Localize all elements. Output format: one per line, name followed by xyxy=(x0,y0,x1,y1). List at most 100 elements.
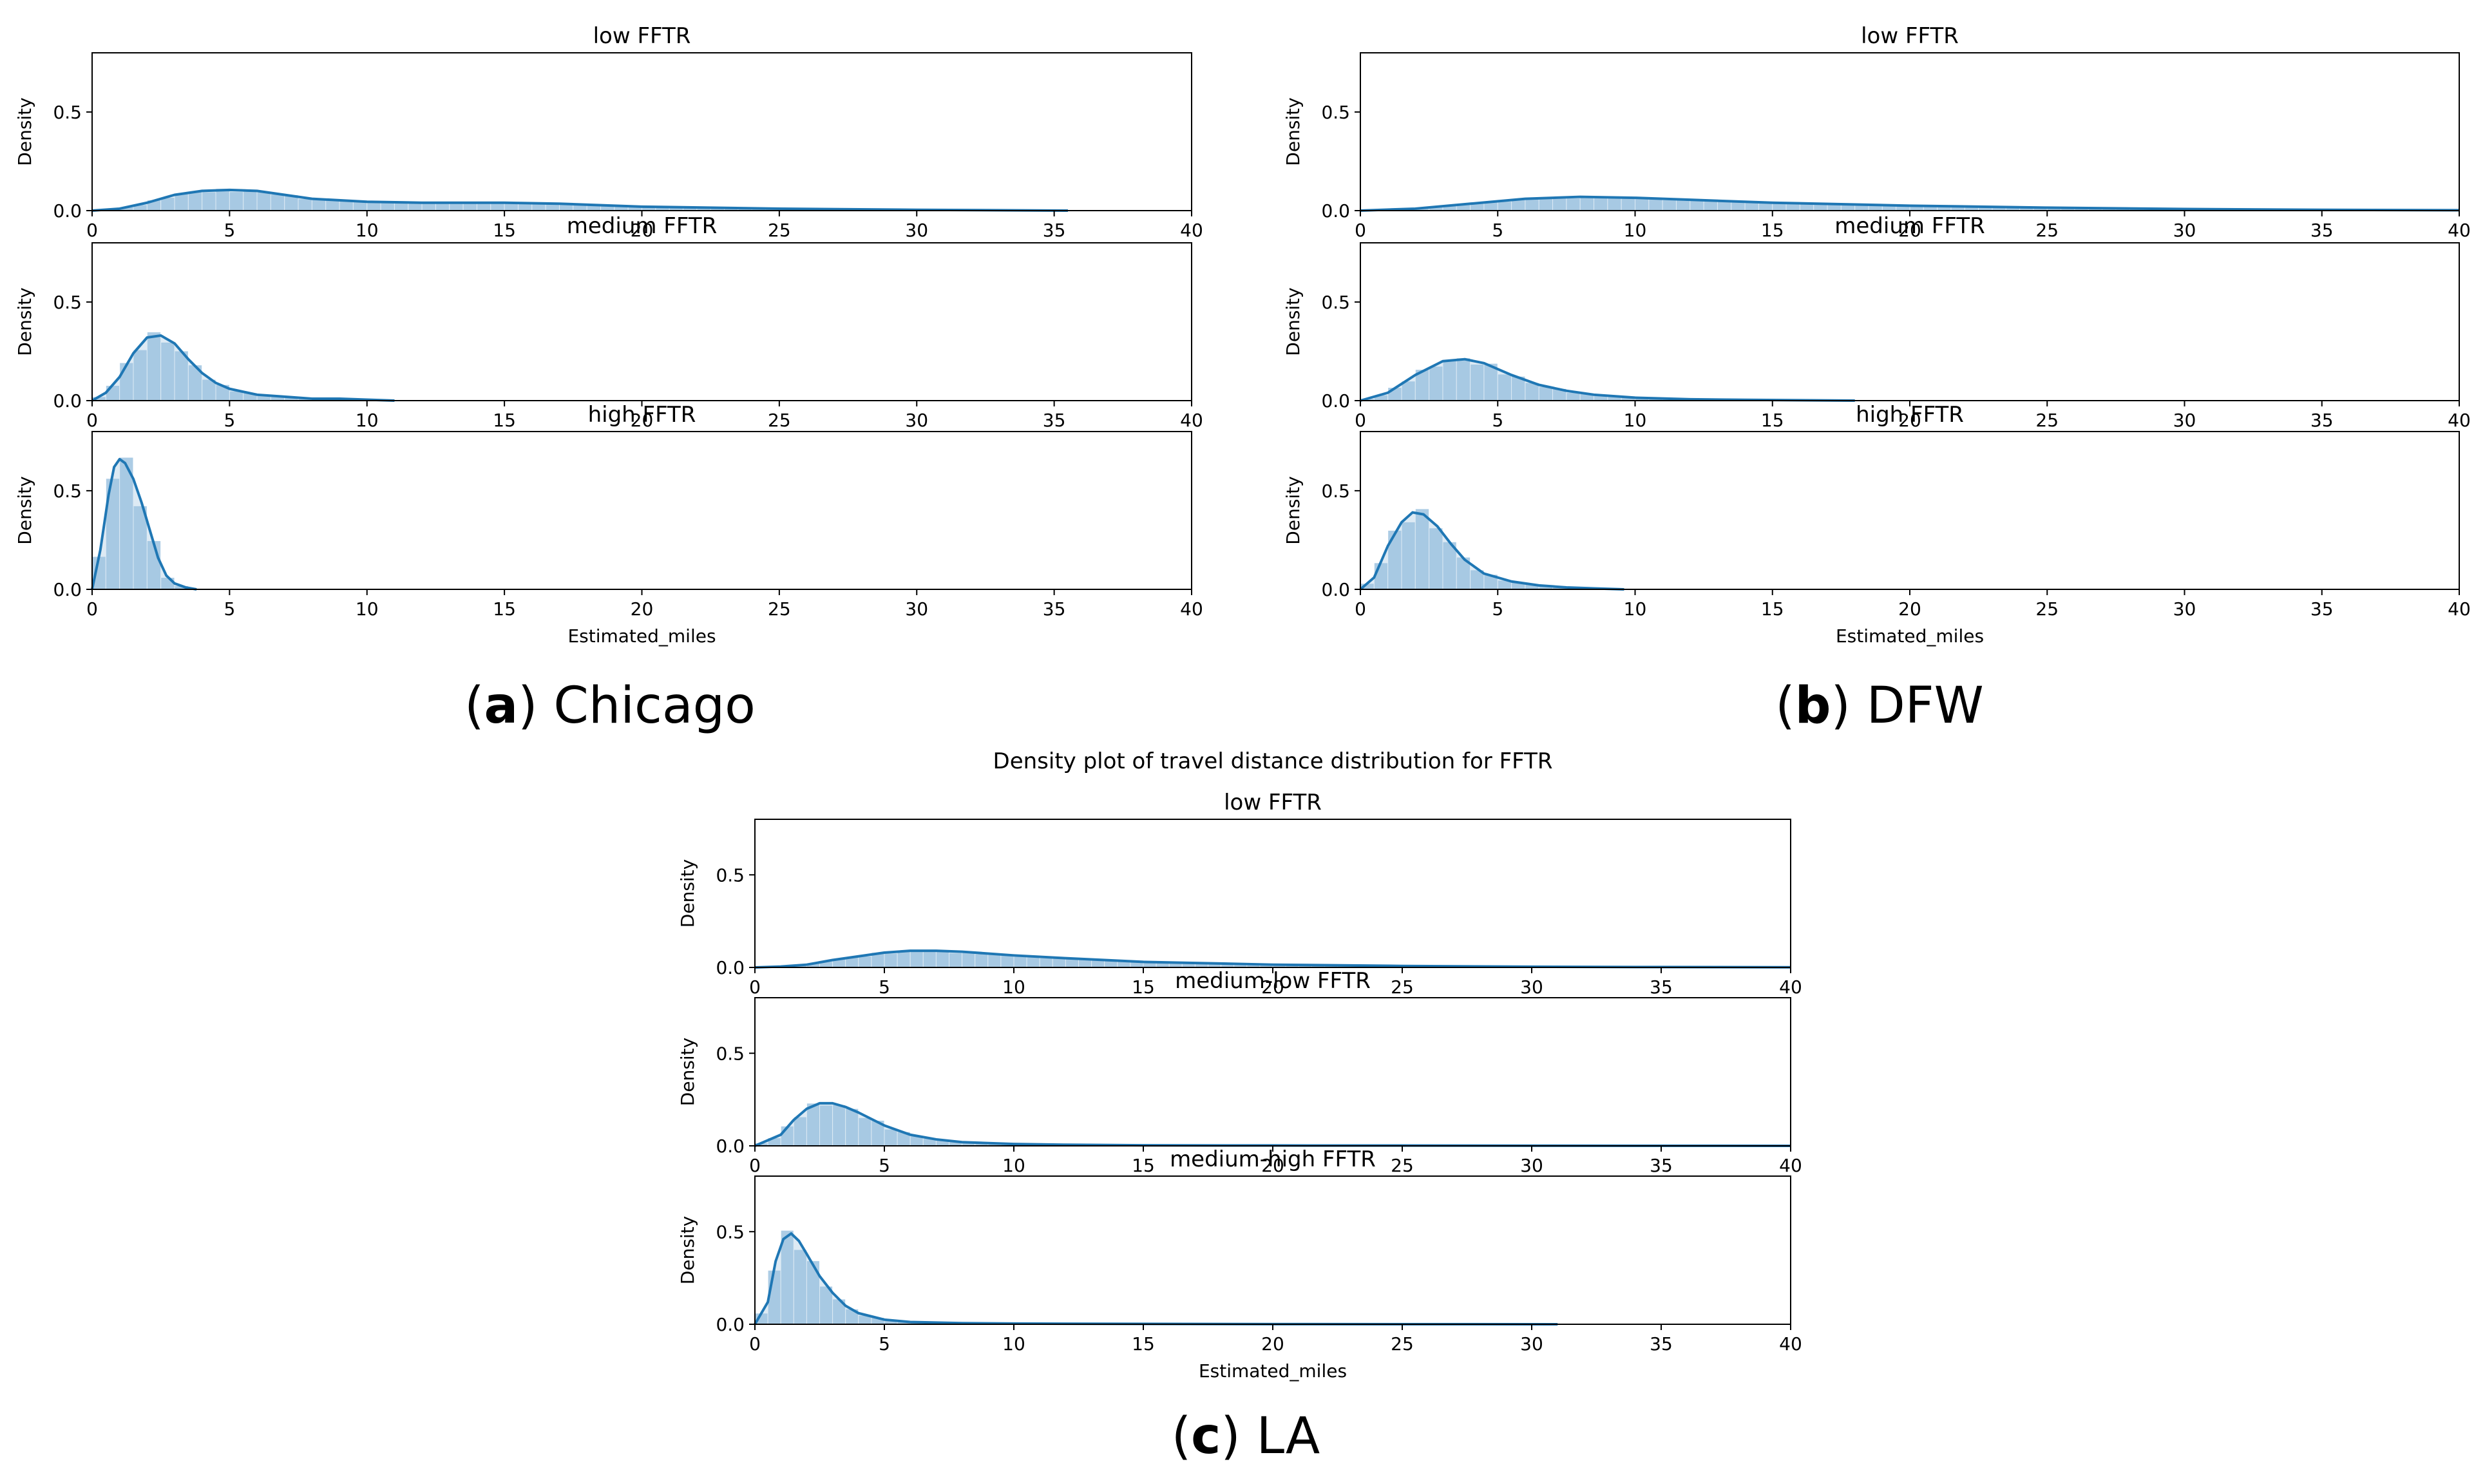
x-tick-label: 35 xyxy=(1650,1155,1673,1176)
axes-frame xyxy=(91,52,1192,211)
y-tick-label: 0.0 xyxy=(716,957,745,978)
x-axis-label: Estimated_miles xyxy=(1199,1360,1347,1382)
x-tick-label: 15 xyxy=(1132,976,1155,998)
subplot-2: 0.0 0.5 0 5 10 15 20 25 30 35 40 Density medium-low … xyxy=(677,968,1802,1176)
caption-chicago: (a) Chicago xyxy=(464,677,756,735)
axes-frame xyxy=(754,997,1791,1146)
x-tick-label: 35 xyxy=(2310,220,2334,241)
kde-line xyxy=(91,188,1068,212)
x-tick-label: 30 xyxy=(905,220,928,241)
subplot-1: 0.0 0.5 0 5 10 15 20 25 30 35 40 Density low FFTR xyxy=(1282,23,2471,241)
x-tick-label: 0 xyxy=(86,410,98,431)
kde-area xyxy=(92,335,395,401)
x-tick-label: 30 xyxy=(2173,220,2196,241)
x-tick-label: 5 xyxy=(224,598,235,620)
x-tick-label: 0 xyxy=(86,598,98,620)
caption-la: (c) LA xyxy=(1172,1407,1320,1465)
x-tick-label: 15 xyxy=(1132,1155,1155,1176)
y-tick-label: 0.0 xyxy=(1321,579,1350,600)
x-tick-label: 0 xyxy=(1355,220,1366,241)
x-tick-label: 10 xyxy=(1624,598,1647,620)
x-tick-label: 15 xyxy=(1761,410,1784,431)
x-tick-label: 35 xyxy=(1650,1333,1673,1355)
svg-text:(c) LA: (c) LA xyxy=(1172,1407,1320,1465)
x-tick-label: 40 xyxy=(1779,1155,1802,1176)
axes-frame xyxy=(91,431,1192,590)
x-tick-label: 0 xyxy=(749,976,761,998)
x-tick-label: 30 xyxy=(1520,1333,1543,1355)
svg-text:(b) DFW: (b) DFW xyxy=(1775,677,1984,735)
x-tick-label: 20 xyxy=(631,410,654,431)
x-tick-label: 30 xyxy=(1520,976,1543,998)
x-tick-label: 10 xyxy=(1002,1333,1025,1355)
x-tick-label: 5 xyxy=(879,1155,890,1176)
y-axis-label: Density xyxy=(677,1216,698,1284)
x-tick-label: 25 xyxy=(1391,976,1414,998)
x-tick-label: 5 xyxy=(1492,220,1503,241)
svg-text:(a) Chicago: (a) Chicago xyxy=(464,677,756,735)
x-tick-label: 30 xyxy=(2173,410,2196,431)
axes-frame xyxy=(754,819,1791,968)
x-tick-label: 40 xyxy=(1180,220,1203,241)
subplot-title: high FFTR xyxy=(1856,402,1964,428)
subplot-title: low FFTR xyxy=(593,23,691,49)
x-tick-label: 25 xyxy=(768,598,791,620)
kde-line xyxy=(754,1232,1558,1326)
kde-line xyxy=(754,949,1791,969)
panel-la: Density plot of travel distance distribu… xyxy=(677,748,1802,1382)
x-tick-label: 20 xyxy=(1898,410,1921,431)
x-tick-label: 15 xyxy=(1132,1333,1155,1355)
x-tick-label: 25 xyxy=(2035,220,2059,241)
x-tick-label: 5 xyxy=(879,976,890,998)
x-tick-label: 20 xyxy=(1898,220,1921,241)
x-tick-label: 15 xyxy=(1761,598,1784,620)
x-tick-label: 15 xyxy=(493,410,516,431)
x-tick-label: 5 xyxy=(1492,598,1503,620)
subplot-2: 0.0 0.5 0 5 10 15 20 25 30 35 40 Density medium FFTR xyxy=(1282,213,2471,431)
x-tick-label: 10 xyxy=(356,410,379,431)
subplot-title: medium FFTR xyxy=(567,213,717,239)
y-tick-label: 0.5 xyxy=(1321,102,1350,123)
y-tick-label: 0.5 xyxy=(1321,292,1350,313)
x-tick-label: 10 xyxy=(356,598,379,620)
x-tick-label: 15 xyxy=(1761,220,1784,241)
axes-frame xyxy=(91,242,1192,401)
subplot-1: 0.0 0.5 0 5 10 15 20 25 30 35 40 Density low FFTR xyxy=(677,790,1802,998)
x-tick-label: 40 xyxy=(1180,410,1203,431)
x-tick-label: 25 xyxy=(768,410,791,431)
x-tick-label: 40 xyxy=(2448,410,2471,431)
y-axis-label: Density xyxy=(677,859,698,928)
y-tick-label: 0.0 xyxy=(716,1314,745,1335)
kde-line xyxy=(91,334,395,402)
subplot-3: 0.0 0.5 0 5 10 15 20 25 30 35 40 Density high FFTR Es… xyxy=(1282,402,2471,647)
subplot-title: low FFTR xyxy=(1224,790,1322,815)
x-tick-label: 25 xyxy=(1391,1155,1414,1176)
kde-area xyxy=(92,189,1068,211)
kde-line xyxy=(1359,511,1624,591)
x-tick-label: 0 xyxy=(86,220,98,241)
x-tick-label: 30 xyxy=(905,410,928,431)
x-tick-label: 30 xyxy=(905,598,928,620)
x-tick-label: 40 xyxy=(2448,220,2471,241)
x-tick-label: 0 xyxy=(749,1155,761,1176)
y-tick-label: 0.5 xyxy=(53,102,82,123)
kde-area xyxy=(755,1103,1791,1146)
x-tick-label: 25 xyxy=(1391,1333,1414,1355)
y-tick-label: 0.0 xyxy=(53,579,82,600)
y-axis-label: Density xyxy=(14,287,35,356)
axes-frame xyxy=(1360,431,2460,590)
x-tick-label: 5 xyxy=(224,220,235,241)
kde-area xyxy=(1360,512,1624,589)
x-tick-label: 5 xyxy=(224,410,235,431)
y-axis-label: Density xyxy=(1282,287,1304,356)
x-tick-label: 20 xyxy=(1261,1155,1284,1176)
y-tick-label: 0.0 xyxy=(1321,390,1350,412)
y-tick-label: 0.0 xyxy=(1321,200,1350,222)
x-tick-label: 15 xyxy=(493,598,516,620)
y-axis-label: Density xyxy=(14,97,35,166)
x-tick-label: 20 xyxy=(1261,976,1284,998)
subplot-2: 0.0 0.5 0 5 10 15 20 25 30 35 40 Density medium FFTR xyxy=(14,213,1203,431)
